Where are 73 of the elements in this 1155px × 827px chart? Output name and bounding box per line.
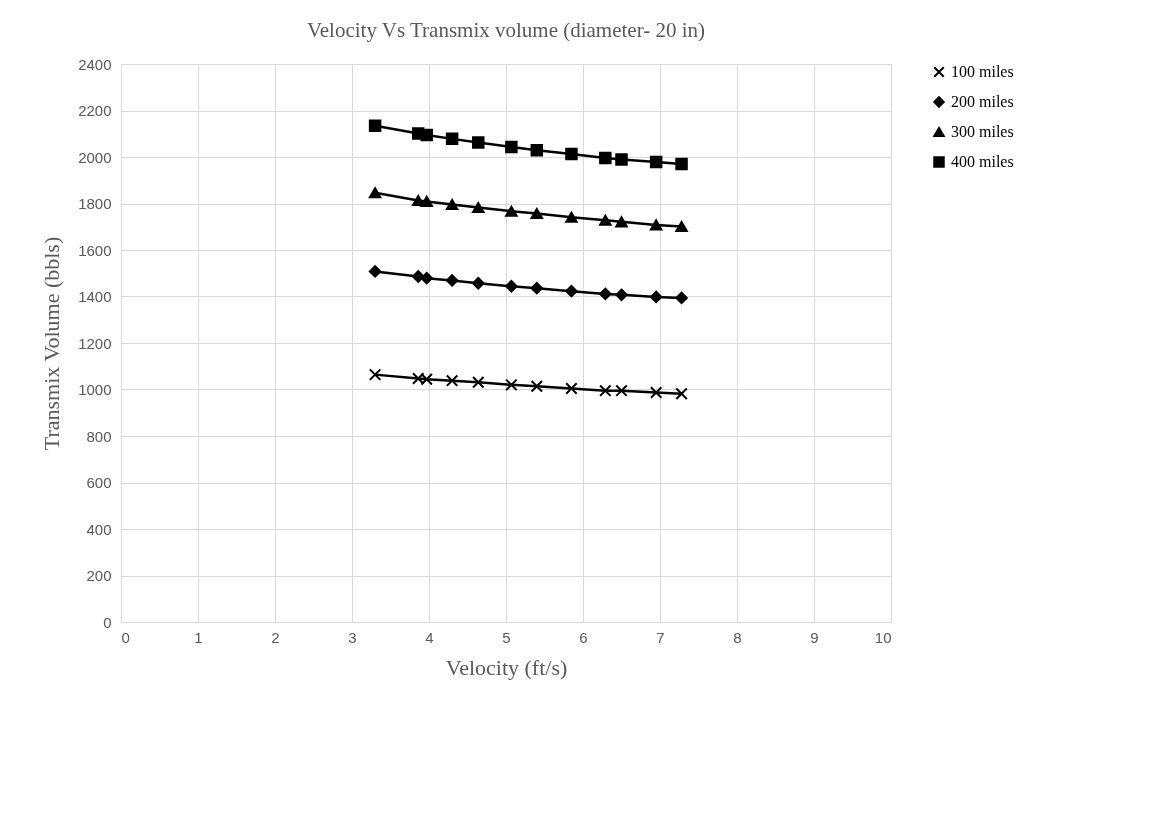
y-tick-label: 1000 [78, 381, 112, 398]
point [615, 288, 628, 302]
point [649, 290, 663, 304]
point [420, 373, 433, 386]
point [472, 376, 485, 389]
point [368, 119, 382, 133]
point [505, 140, 518, 154]
point [411, 270, 425, 283]
y-tick-label: 1600 [78, 241, 112, 259]
x-tick-label: 4 [425, 628, 434, 646]
y-tick-label: 2000 [78, 148, 112, 166]
x-tick-label: 8 [733, 628, 742, 646]
point [675, 157, 688, 171]
point [505, 280, 518, 293]
point [445, 198, 459, 210]
point [368, 265, 382, 278]
x-axis-title: Velocity (ft/s) [445, 654, 568, 680]
x-tick-label: 5 [502, 628, 511, 646]
y-tick-label: 0 [103, 613, 112, 631]
point [599, 384, 612, 397]
point [420, 271, 433, 285]
point [368, 187, 382, 199]
point [472, 136, 485, 149]
x-tick-label: 3 [348, 628, 357, 646]
y-axis-title: Transmix Volume (bbls) [39, 236, 65, 451]
point [530, 144, 544, 157]
y-tick-label: 1800 [78, 195, 112, 212]
point [445, 374, 459, 387]
chart-title: Velocity Vs Transmix volume (diameter- 20 in) [306, 18, 706, 42]
y-tick-label: 1200 [78, 334, 112, 352]
point [675, 387, 688, 400]
point [565, 147, 578, 161]
point [411, 372, 425, 385]
point [649, 219, 663, 231]
point [615, 384, 628, 397]
point [530, 380, 544, 393]
y-tick-label: 600 [86, 474, 112, 491]
point [445, 132, 459, 146]
legend-label: 200 miles [951, 93, 1014, 110]
x-tick-label: 9 [810, 628, 819, 646]
point [505, 378, 518, 392]
point [649, 386, 663, 399]
point [599, 151, 612, 165]
point [472, 201, 485, 213]
point [675, 220, 688, 233]
point [649, 155, 663, 169]
point [368, 368, 382, 381]
x-tick-label: 1 [194, 628, 203, 646]
x-tick-label: 6 [579, 628, 588, 646]
point [411, 194, 425, 207]
legend-label: 400 miles [951, 153, 1014, 170]
y-tick-label: 2400 [78, 55, 112, 73]
x-tick-label: 2 [271, 628, 280, 646]
point [530, 281, 544, 295]
y-tick-label: 200 [86, 567, 112, 584]
y-tick-label: 2200 [78, 102, 112, 119]
point [420, 128, 433, 142]
y-tick-label: 400 [86, 520, 112, 538]
x-tick-label: 10 [874, 628, 892, 646]
y-tick-label: 1400 [78, 288, 112, 305]
legend-label: 300 miles [951, 123, 1014, 140]
x-tick-label: 0 [121, 628, 130, 646]
point [530, 207, 544, 220]
legend-label: 100 miles [951, 63, 1014, 80]
point [565, 382, 578, 395]
y-tick-label: 800 [86, 427, 112, 445]
point [675, 291, 688, 305]
point [420, 195, 433, 207]
x-tick-label: 7 [656, 628, 665, 646]
point [599, 287, 612, 301]
point [472, 277, 485, 290]
point [445, 274, 459, 287]
point [565, 284, 578, 298]
